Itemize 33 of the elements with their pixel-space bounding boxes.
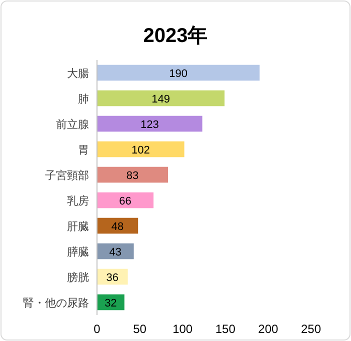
y-tick-label: 膵臓: [67, 245, 89, 258]
bar: [97, 166, 168, 183]
data-label: 102: [131, 144, 150, 156]
x-tick-label: 200: [258, 322, 279, 336]
data-label: 149: [152, 93, 170, 106]
y-tick-label: 乳房: [67, 194, 89, 208]
y-tick-label: 前立腺: [56, 118, 89, 131]
x-tick-label: 150: [215, 322, 236, 336]
bar: [97, 64, 260, 81]
data-label: 36: [106, 272, 119, 284]
y-tick-label: 大腸: [67, 66, 89, 80]
data-label: 123: [140, 118, 159, 131]
y-tick-label: 腎・他の尿路: [23, 297, 89, 310]
data-label: 190: [169, 68, 188, 80]
y-tick-label: 肺: [78, 93, 89, 106]
bar: [97, 116, 202, 132]
bar: [97, 90, 225, 106]
chart-title: 2023年: [143, 25, 208, 47]
bar: [97, 192, 154, 208]
x-tick-label: 100: [172, 322, 193, 336]
data-label: 48: [111, 220, 124, 233]
x-tick-label: 250: [300, 322, 322, 336]
data-label: 43: [109, 246, 122, 258]
data-label: 83: [126, 170, 139, 182]
bar: [97, 141, 184, 158]
x-tick-label: 0: [94, 322, 101, 336]
y-tick-label: 肝臓: [67, 220, 89, 233]
y-tick-label: 胃: [78, 144, 89, 156]
x-tick-label: 50: [133, 322, 147, 336]
y-tick-label: 膀胱: [67, 270, 89, 284]
data-label: 32: [104, 297, 117, 310]
data-label: 66: [119, 195, 132, 208]
y-tick-label: 子宮頸部: [45, 168, 89, 182]
